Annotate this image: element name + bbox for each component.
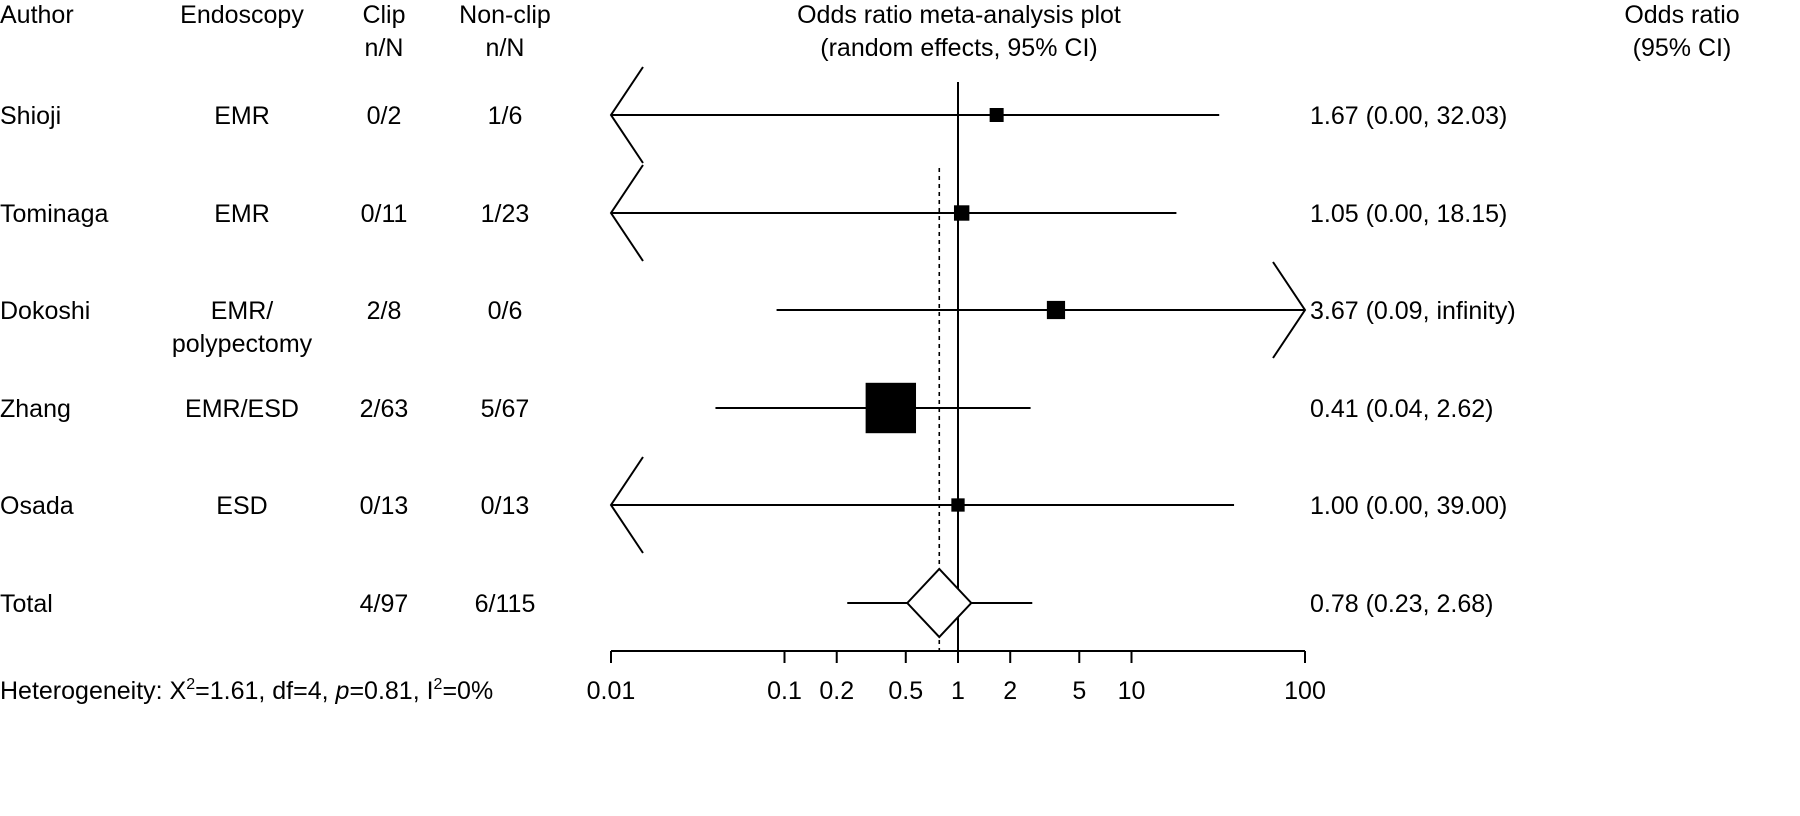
ci-arrow-left [609,456,644,554]
point-estimate-square [951,498,965,512]
header-clip-nn: n/N [365,34,404,62]
study-author: Dokoshi [0,297,90,325]
pooled-diamond [905,567,973,639]
header-endoscopy: Endoscopy [180,1,304,29]
x-tick-label: 1 [951,677,965,705]
study-clip: 2/63 [360,395,409,423]
study-odds-ratio: 1.00 (0.00, 39.00) [1310,492,1507,520]
study-clip: 2/8 [367,297,402,325]
study-author: Osada [0,492,74,520]
study-nonclip: 0/13 [481,492,530,520]
heterogeneity-text: Heterogeneity: X2=1.61, df=4, p=0.81, I2… [0,676,493,705]
ci-arrow-right [1272,261,1307,359]
header-odds-ratio: Odds ratio [1624,1,1739,29]
heterogeneity-p: p [335,677,350,705]
study-clip: 0/13 [360,492,409,520]
study-endoscopy: EMR [214,102,270,130]
header-plot-subtitle: (random effects, 95% CI) [820,34,1097,62]
heterogeneity-suffix: =0% [442,677,493,705]
total-odds-ratio: 0.78 (0.23, 2.68) [1310,590,1493,618]
study-endoscopy: polypectomy [172,330,313,358]
x-tick-label: 5 [1072,677,1086,705]
study-odds-ratio: 3.67 (0.09, infinity) [1310,297,1516,325]
x-tick-label: 0.2 [819,677,854,705]
ci-arrow-left [609,164,644,262]
x-axis: 0.01 0.1 0.2 0.5 1 2 5 10 100 [587,650,1326,705]
study-odds-ratio: 0.41 (0.04, 2.62) [1310,395,1493,423]
header-plot-title: Odds ratio meta-analysis plot [797,1,1121,29]
x-tick-label: 0.1 [767,677,802,705]
point-estimate-square [989,108,1004,122]
point-estimate-square [953,205,970,221]
study-clip: 0/11 [361,200,408,228]
total-label: Total [0,590,53,618]
study-endoscopy: EMR [214,200,270,228]
ci-arrow-left [609,66,644,164]
header-nonclip: Non-clip [459,1,551,29]
study-nonclip: 1/23 [481,200,530,228]
x-tick-label: 100 [1284,677,1326,705]
study-author: Zhang [0,395,71,423]
study-endoscopy: EMR/ [211,297,274,325]
x-tick-label: 0.5 [888,677,923,705]
study-author: Shioji [0,102,61,130]
study-author: Tominaga [0,200,108,228]
point-estimate-square [865,382,917,434]
heterogeneity-mid1: =1.61, df=4, [195,677,335,705]
header-author: Author [0,1,74,29]
x-tick-label: 10 [1118,677,1146,705]
heterogeneity-sup2: 2 [434,676,443,693]
point-estimate-square [1046,300,1066,320]
study-clip: 0/2 [367,102,402,130]
study-rows: Shioji EMR 0/2 1/6 1.67 (0.00, 32.03) Tominag… [0,102,1516,618]
header-nonclip-nn: n/N [486,34,525,62]
x-tick-label: 2 [1003,677,1017,705]
header-clip: Clip [362,1,405,29]
study-odds-ratio: 1.67 (0.00, 32.03) [1310,102,1507,130]
study-endoscopy: EMR/ESD [185,395,299,423]
study-odds-ratio: 1.05 (0.00, 18.15) [1310,200,1507,228]
study-nonclip: 1/6 [488,102,523,130]
heterogeneity-prefix: Heterogeneity: X [0,677,187,705]
x-tick-label: 0.01 [587,677,636,705]
heterogeneity-sup1: 2 [186,676,195,693]
total-nonclip: 6/115 [475,590,536,618]
total-clip: 4/97 [360,590,409,618]
study-nonclip: 0/6 [488,297,523,325]
heterogeneity-mid2: =0.81, I [349,677,433,705]
study-nonclip: 5/67 [481,395,530,423]
study-endoscopy: ESD [216,492,267,520]
header-odds-ratio-ci: (95% CI) [1633,34,1732,62]
plot-marks [609,66,1307,651]
